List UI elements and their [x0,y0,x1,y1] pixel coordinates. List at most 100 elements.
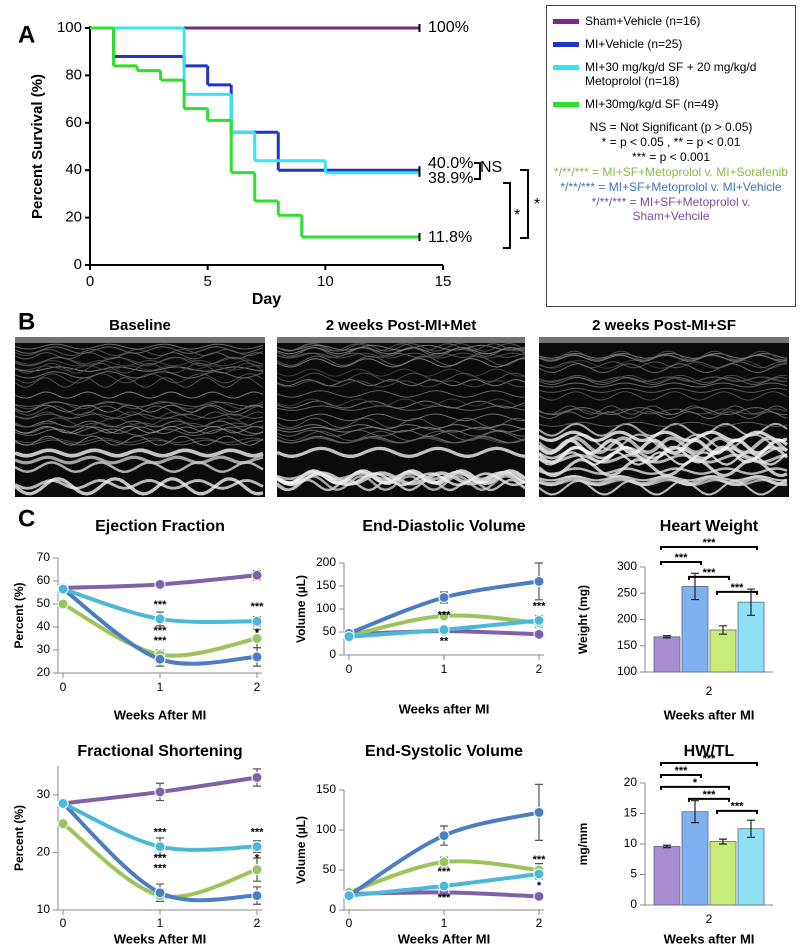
echo-trace [276,343,526,352]
annotation: * [514,207,520,224]
significance-bracket [688,797,730,802]
significance-star: *** [438,610,452,622]
image-title: 2 weeks Post-MI+Met [326,317,476,334]
x-tick-label: 1 [157,916,164,930]
y-tick-label: 70 [37,550,51,564]
error-bar [663,635,671,639]
echo-trace [276,352,526,359]
data-point [438,624,450,636]
significance-star: * [255,627,260,639]
significance-star: *** [703,753,717,765]
significance-star: *** [731,801,745,813]
x-axis-label: Day [252,291,281,308]
data-point [343,889,355,902]
panel-label: A [18,21,35,48]
y-tick-label: 50 [323,624,337,638]
data-point [251,632,263,645]
annotation: 38.9% [428,170,473,187]
significance-star: *** [251,827,265,839]
significance-bracket [660,560,702,565]
legend-entry: MI+Vehicle (n=25) [553,37,789,51]
y-tick-label: 100 [617,664,637,678]
echo-trace [14,377,264,388]
x-tick-label: 1 [157,680,164,694]
y-tick-label: 20 [37,665,51,679]
data-point [438,829,450,842]
legend-label: MI+30 mg/kg/d SF + 20 mg/kg/d Metoprolol… [585,60,757,88]
echo-trace [276,400,526,409]
echo-trace [14,435,264,446]
data-point [154,578,166,591]
echo-trace [276,429,526,437]
y-tick-label: 50 [37,596,51,610]
y-axis-label: Percent (%) [12,582,26,648]
echo-trace [14,420,264,428]
x-axis-label: Weeks after MI [664,931,755,946]
echo-trace [537,438,789,456]
data-point [533,868,545,880]
error-bar [747,588,755,616]
x-tick-label: 2 [706,912,713,926]
significance-star: *** [251,601,265,613]
x-tick-label: 10 [317,273,334,290]
bar [709,841,737,906]
echo-trace [276,437,526,444]
echo-trace [14,401,264,407]
legend-swatch [553,42,579,47]
echo-trace [538,376,788,386]
echo-trace [14,348,264,357]
y-tick-label: 30 [37,787,51,801]
echo-trace [537,458,788,478]
significance-star: *** [703,789,717,801]
echo-trace [538,363,788,374]
y-axis-label: Percent (%) [12,805,26,871]
significance-star: *** [533,854,547,866]
chart-title: End-Diastolic Volume [362,518,525,535]
legend-note: * = p < 0.05 , ** = p < 0.01 [601,135,741,149]
significance-bracket [474,162,481,180]
y-tick-label: 15 [624,806,638,820]
y-tick-label: 80 [65,66,82,83]
echo-trace [14,365,264,371]
echo-trace [14,359,264,367]
y-tick-label: 250 [617,585,637,599]
data-point [154,786,166,798]
y-axis-label: Volume (µL) [294,575,308,643]
significance-bracket [660,546,758,550]
legend-note: *** = p < 0.001 [631,150,711,164]
bar [737,828,765,906]
bar [653,636,681,673]
echo-trace [14,346,264,354]
significance-star: * [537,880,542,892]
echo-trace [14,425,264,434]
echo-image [15,337,265,497]
x-tick-label: 2 [706,684,713,698]
legend-note: */**/*** = MI+SF+Metoprolol v. MI+Sorafe… [554,165,788,179]
data-point [438,856,450,868]
echo-trace [14,455,264,465]
x-tick-label: 2 [536,662,543,676]
data-point [533,628,545,640]
data-point [57,598,69,610]
y-tick-label: 60 [37,573,51,587]
panel-label: C [18,505,35,532]
echo-trace [538,467,788,476]
annotation: 11.8% [428,229,472,246]
significance-bracket [660,773,702,778]
y-tick-label: 40 [65,161,82,178]
echo-top-band [539,337,789,343]
echo-trace [14,413,264,419]
echo-trace [538,382,788,388]
y-tick-label: 20 [65,209,82,226]
echo-trace [13,477,264,496]
annotation: 40.0% [428,155,473,172]
significance-star: *** [154,635,168,647]
chart-title: Fractional Shortening [77,743,242,760]
legend: Sham+Vehicle (n=16) MI+Vehicle (n=25) MI+3… [546,5,796,307]
echo-trace [538,421,788,427]
y-tick-label: 50 [323,862,337,876]
echo-trace [538,359,788,369]
significance-star: *** [154,599,168,611]
data-point [251,569,263,581]
data-point [57,797,69,810]
